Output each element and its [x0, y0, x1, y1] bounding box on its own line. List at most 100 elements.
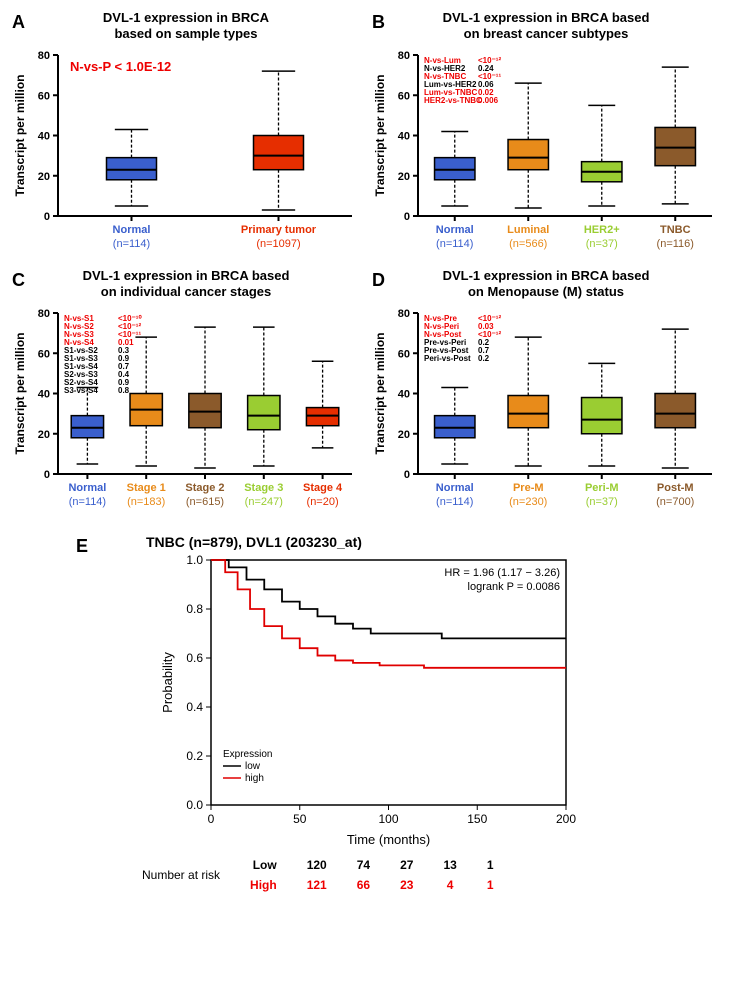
- svg-text:Transcript per million: Transcript per million: [13, 75, 27, 197]
- svg-text:Normal: Normal: [68, 482, 106, 494]
- svg-text:(n=615): (n=615): [186, 496, 224, 508]
- svg-text:80: 80: [398, 308, 410, 320]
- svg-text:S3-vs-S4: S3-vs-S4: [64, 386, 98, 395]
- panel-label: D: [372, 270, 385, 291]
- svg-text:(n=37): (n=37): [586, 496, 618, 508]
- svg-text:0.6: 0.6: [186, 651, 203, 665]
- panel-label: A: [12, 12, 25, 33]
- chart-title: DVL-1 expression in BRCA basedon breast …: [370, 10, 722, 41]
- svg-text:100: 100: [378, 812, 398, 826]
- svg-text:0.2: 0.2: [186, 749, 203, 763]
- svg-text:40: 40: [398, 131, 410, 143]
- svg-text:20: 20: [38, 171, 50, 183]
- svg-text:20: 20: [38, 429, 50, 441]
- svg-text:Stage 1: Stage 1: [127, 482, 166, 494]
- svg-text:0.006: 0.006: [478, 96, 499, 105]
- km-chart: 0.0 0.2 0.4 0.6 0.8 1.0 0 50 100 150 200 Time (mont…: [156, 550, 576, 850]
- svg-text:0.2: 0.2: [478, 354, 490, 363]
- svg-text:60: 60: [38, 90, 50, 102]
- svg-text:Luminal: Luminal: [507, 224, 549, 236]
- panel-e: E TNBC (n=879), DVL1 (203230_at) 0.00.20…: [10, 534, 722, 896]
- svg-text:(n=114): (n=114): [436, 496, 473, 508]
- chart-title: DVL-1 expression in BRCA basedon Menopau…: [370, 268, 722, 299]
- svg-text:Normal: Normal: [436, 224, 474, 236]
- svg-text:40: 40: [398, 389, 410, 401]
- svg-text:Normal: Normal: [113, 224, 151, 236]
- svg-text:0: 0: [404, 469, 410, 481]
- svg-text:Peri-vs-Post: Peri-vs-Post: [424, 354, 471, 363]
- svg-text:low: low: [245, 761, 261, 772]
- svg-text:Stage 3: Stage 3: [244, 482, 283, 494]
- boxplot-chart: 0 20 40 60 80 Transcript per million Normal (n=…: [370, 45, 720, 260]
- svg-text:(n=566): (n=566): [509, 238, 547, 250]
- svg-text:60: 60: [38, 349, 50, 361]
- svg-text:HER2+: HER2+: [584, 224, 620, 236]
- svg-text:(n=183): (n=183): [127, 496, 165, 508]
- svg-text:Stage 2: Stage 2: [185, 482, 224, 494]
- svg-text:Primary tumor: Primary tumor: [241, 224, 317, 236]
- svg-text:(n=114): (n=114): [436, 238, 473, 250]
- svg-text:(n=116): (n=116): [657, 238, 694, 250]
- svg-text:Expression: Expression: [223, 749, 272, 760]
- svg-text:0: 0: [404, 211, 410, 223]
- svg-text:40: 40: [38, 131, 50, 143]
- boxplot-chart: 0 20 40 60 80 Transcript per million Normal (n=…: [10, 45, 360, 260]
- svg-text:40: 40: [38, 389, 50, 401]
- svg-text:50: 50: [293, 812, 307, 826]
- svg-text:(n=230): (n=230): [509, 496, 547, 508]
- panel-a: A DVL-1 expression in BRCAbased on sampl…: [10, 10, 362, 260]
- svg-text:0.4: 0.4: [186, 700, 203, 714]
- svg-text:HER2-vs-TNBC: HER2-vs-TNBC: [424, 96, 482, 105]
- svg-text:high: high: [245, 773, 264, 784]
- svg-text:TNBC: TNBC: [660, 224, 691, 236]
- svg-text:(n=20): (n=20): [307, 496, 339, 508]
- svg-text:Probability: Probability: [160, 652, 175, 713]
- svg-text:Time (months): Time (months): [347, 832, 430, 847]
- svg-text:0.8: 0.8: [118, 386, 130, 395]
- svg-text:HR = 1.96 (1.17 − 3.26): HR = 1.96 (1.17 − 3.26): [444, 567, 560, 579]
- panel-label: E: [76, 536, 88, 557]
- svg-text:60: 60: [398, 349, 410, 361]
- svg-text:Stage 4: Stage 4: [303, 482, 343, 494]
- svg-text:(n=114): (n=114): [69, 496, 106, 508]
- svg-text:200: 200: [556, 812, 576, 826]
- svg-text:logrank P = 0.0086: logrank P = 0.0086: [468, 581, 560, 593]
- svg-text:Transcript per million: Transcript per million: [373, 75, 387, 197]
- svg-text:Normal: Normal: [436, 482, 474, 494]
- km-title: TNBC (n=879), DVL1 (203230_at): [146, 534, 626, 550]
- svg-text:0.0: 0.0: [186, 798, 203, 812]
- svg-text:150: 150: [467, 812, 487, 826]
- svg-text:(n=700): (n=700): [656, 496, 694, 508]
- panel-b: B DVL-1 expression in BRCA basedon breas…: [370, 10, 722, 260]
- svg-text:80: 80: [398, 50, 410, 62]
- svg-text:20: 20: [398, 171, 410, 183]
- svg-text:Post-M: Post-M: [657, 482, 694, 494]
- panel-label: B: [372, 12, 385, 33]
- chart-title: DVL-1 expression in BRCA basedon individ…: [10, 268, 362, 299]
- svg-text:Peri-M: Peri-M: [585, 482, 619, 494]
- svg-text:Pre-M: Pre-M: [513, 482, 544, 494]
- risk-table: Number at risk Low1207427131 High1216623…: [126, 854, 510, 896]
- svg-text:1.0: 1.0: [186, 553, 203, 567]
- svg-text:0: 0: [44, 211, 50, 223]
- svg-text:60: 60: [398, 90, 410, 102]
- svg-text:0.8: 0.8: [186, 602, 203, 616]
- boxplot-chart: 0 20 40 60 80 Transcript per million Normal (n=…: [370, 303, 720, 518]
- svg-text:(n=114): (n=114): [113, 238, 150, 250]
- svg-text:(n=37): (n=37): [586, 238, 618, 250]
- svg-text:80: 80: [38, 50, 50, 62]
- panel-label: C: [12, 270, 25, 291]
- svg-text:Transcript per million: Transcript per million: [13, 333, 27, 455]
- boxplot-chart: 0 20 40 60 80 Transcript per million Normal (n=…: [10, 303, 360, 518]
- svg-text:0: 0: [44, 469, 50, 481]
- svg-text:Transcript per million: Transcript per million: [373, 333, 387, 455]
- svg-text:0: 0: [208, 812, 215, 826]
- svg-text:(n=1097): (n=1097): [256, 238, 300, 250]
- svg-text:20: 20: [398, 429, 410, 441]
- chart-title: DVL-1 expression in BRCAbased on sample …: [10, 10, 362, 41]
- panel-d: D DVL-1 expression in BRCA basedon Menop…: [370, 268, 722, 518]
- svg-text:(n=247): (n=247): [245, 496, 283, 508]
- panel-c: C DVL-1 expression in BRCA basedon indiv…: [10, 268, 362, 518]
- svg-text:N-vs-P < 1.0E-12: N-vs-P < 1.0E-12: [70, 59, 171, 74]
- svg-text:80: 80: [38, 308, 50, 320]
